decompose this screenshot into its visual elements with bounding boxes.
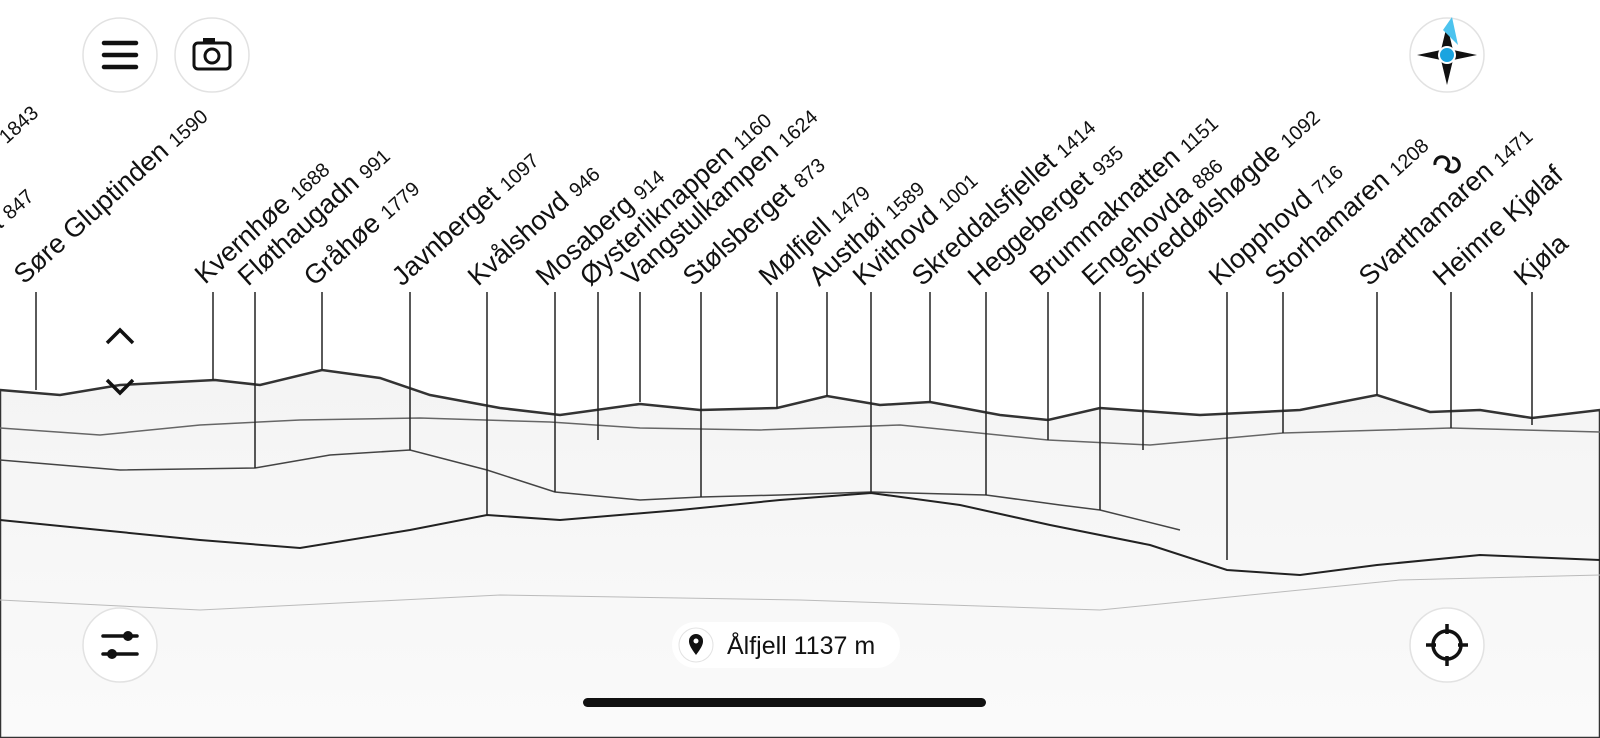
- peak-elevation: 1843: [0, 102, 43, 148]
- peak-elevation: 847: [0, 186, 38, 225]
- peak-elevation: 1471: [1490, 126, 1538, 172]
- peak-name: vda: [0, 207, 9, 259]
- peak-elevation: 41: [0, 112, 2, 143]
- peak-label: Kjøla: [1508, 227, 1575, 291]
- terrain: [0, 368, 1600, 738]
- peak-elevation: 1208: [1386, 135, 1434, 181]
- peak-name: Kjøla: [1508, 227, 1575, 291]
- locate-button[interactable]: [1409, 607, 1485, 683]
- compass-button[interactable]: [1409, 17, 1485, 93]
- camera-button[interactable]: [174, 17, 250, 93]
- menu-button[interactable]: [82, 17, 158, 93]
- peak-elevation: 1590: [165, 106, 213, 152]
- peak-label: Søre Gluptinden1590: [8, 100, 213, 289]
- settings-button[interactable]: [82, 607, 158, 683]
- peak-elevation: 1624: [775, 106, 823, 152]
- peak-elevation: 1097: [496, 150, 544, 196]
- peak-elevation: 873: [790, 154, 830, 193]
- peak-elevation: 946: [565, 163, 605, 202]
- peak-elevation: 1151: [1176, 113, 1223, 158]
- location-pill[interactable]: Ålfjell 1137 m: [672, 622, 900, 668]
- peak-elevation: 1779: [377, 178, 425, 224]
- peak-elevation: 991: [355, 145, 395, 184]
- home-indicator: [583, 698, 986, 707]
- peak-label: Øysterliknappen1160: [574, 104, 777, 291]
- peak-elevation: 935: [1089, 142, 1129, 181]
- peak-label: shøe1843: [0, 97, 44, 195]
- peak-elevation: 1414: [1053, 117, 1101, 163]
- peak-label: 41: [0, 112, 2, 143]
- scroll-arrows[interactable]: [105, 327, 135, 396]
- peak-elevation: 1092: [1277, 107, 1325, 153]
- location-label: Ålfjell 1137 m: [727, 630, 875, 660]
- peak-name: Søre Gluptinden: [8, 136, 174, 290]
- link-icon[interactable]: [1433, 155, 1461, 174]
